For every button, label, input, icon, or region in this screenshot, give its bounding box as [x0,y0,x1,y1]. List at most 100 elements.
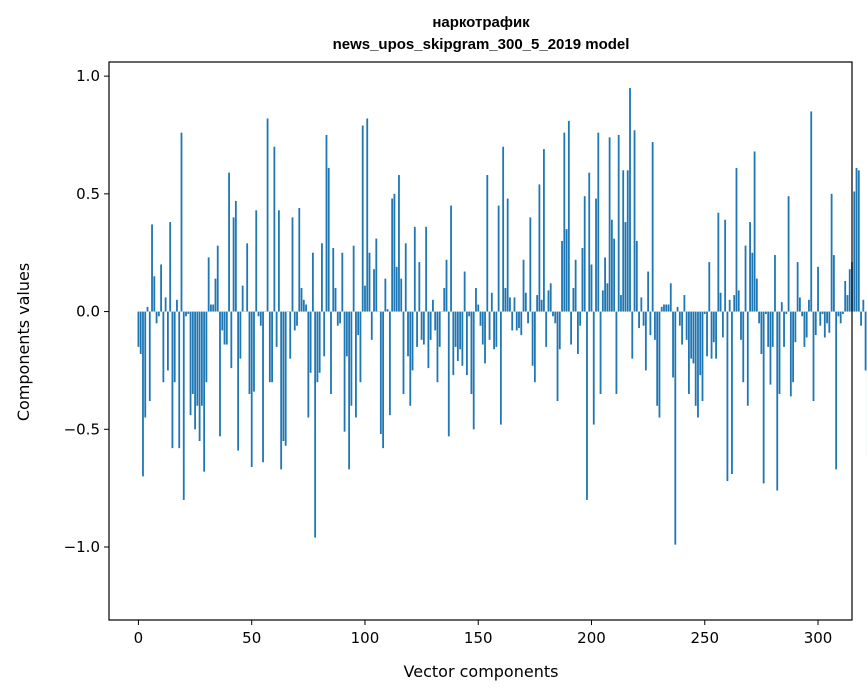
bar-236 [672,311,674,378]
bar-250 [703,311,706,314]
bar-202 [595,198,597,312]
y-tick-label: 1.0 [76,67,100,85]
bar-172 [527,311,529,324]
bar-68 [291,217,294,312]
bar-61 [275,311,278,347]
bar-273 [755,278,758,312]
bar-5 [148,311,151,402]
bar-286 [785,311,788,314]
bar-187 [561,240,563,312]
x-tick-label: 100 [351,629,380,647]
bar-93 [348,311,351,470]
bar-293 [801,311,804,317]
bar-31 [207,257,210,312]
bar-288 [789,311,792,397]
bar-203 [597,132,600,312]
bar-25 [194,311,196,430]
bar-85 [330,311,332,394]
bar-2 [142,311,144,477]
x-tick-label: 250 [690,629,719,647]
bar-76 [309,311,312,373]
bar-1 [139,311,142,354]
bar-196 [581,248,584,312]
bar-17 [176,299,178,312]
bar-149 [475,288,477,312]
bar-181 [547,290,550,312]
bar-59 [271,311,273,383]
bar-270 [749,222,751,312]
bar-277 [765,311,767,314]
bar-284 [780,302,783,312]
bar-248 [699,311,702,376]
bar-50 [250,311,253,467]
bar-156 [490,292,493,312]
bar-33 [212,304,215,312]
bar-117 [402,311,405,394]
bar-231 [660,306,663,312]
x-tick-label: 50 [242,629,261,647]
bar-294 [803,311,806,347]
bar-246 [694,311,697,406]
bar-148 [472,311,475,430]
bar-275 [760,311,763,354]
bar-92 [345,311,348,357]
bar-21 [185,311,187,317]
bar-72 [300,288,303,312]
bar-245 [692,311,695,364]
bar-11 [162,311,165,383]
bar-253 [710,311,713,359]
x-axis-ticks: 0 50 100 150 200 250 300 [134,620,833,647]
bar-200 [590,264,593,312]
bar-259 [724,219,727,312]
bar-24 [191,311,194,394]
bar-30 [205,311,208,383]
bar-60 [273,146,276,312]
bar-192 [572,288,575,312]
bar-87 [334,288,337,312]
bar-198 [586,311,588,500]
bar-186 [558,311,561,350]
bar-42 [232,217,235,312]
bar-251 [706,311,708,357]
bar-16 [173,311,176,383]
bar-265 [737,290,740,312]
bar-217 [629,87,631,312]
bar-267 [742,311,745,383]
bar-22 [187,311,190,314]
bar-28 [200,311,203,406]
bar-170 [522,259,525,312]
bar-40 [228,172,230,312]
bar-12 [164,297,167,312]
bar-90 [341,252,344,312]
bar-29 [203,311,206,472]
bar-307 [832,255,835,312]
bar-110 [386,309,389,312]
bar-220 [635,240,638,312]
bar-272 [753,151,756,312]
bar-62 [277,210,280,312]
bar-316 [853,191,856,312]
bar-214 [622,170,625,312]
bar-229 [656,311,659,406]
bar-312 [844,280,847,312]
bar-18 [178,311,181,449]
bar-263 [733,295,736,312]
bar-304 [826,311,828,324]
bar-0 [137,311,140,347]
bar-269 [746,311,749,406]
bar-8 [155,311,158,324]
x-tick-label: 300 [804,629,833,647]
bar-55 [262,311,264,463]
bar-38 [223,311,226,345]
bar-126 [422,311,425,345]
bar-161 [502,146,505,312]
bar-262 [731,311,733,475]
bar-256 [717,212,720,312]
bar-10 [160,264,162,312]
bar-223 [642,311,645,326]
bar-14 [169,222,172,312]
bar-184 [554,311,557,324]
bar-204 [599,311,602,394]
